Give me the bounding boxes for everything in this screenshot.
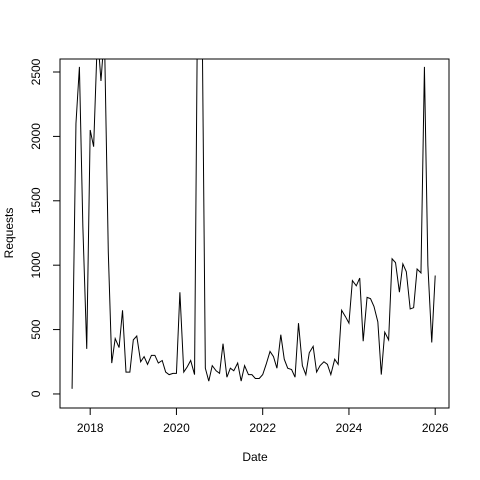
y-tick-label: 1500 [29,187,43,214]
y-tick-label: 500 [29,319,43,339]
y-axis-label: Requests [2,208,16,259]
x-tick-label: 2020 [163,421,190,435]
x-axis-label: Date [242,450,268,464]
y-tick-label: 2000 [29,123,43,150]
x-tick-label: 2024 [336,421,363,435]
y-tick-label: 2500 [29,58,43,85]
x-tick-label: 2022 [249,421,276,435]
x-tick-label: 2018 [77,421,104,435]
data-line [71,59,436,389]
x-tick-label: 2026 [422,421,449,435]
y-tick-label: 0 [29,390,43,397]
plot-box [59,58,450,409]
y-tick-label: 1000 [29,252,43,279]
